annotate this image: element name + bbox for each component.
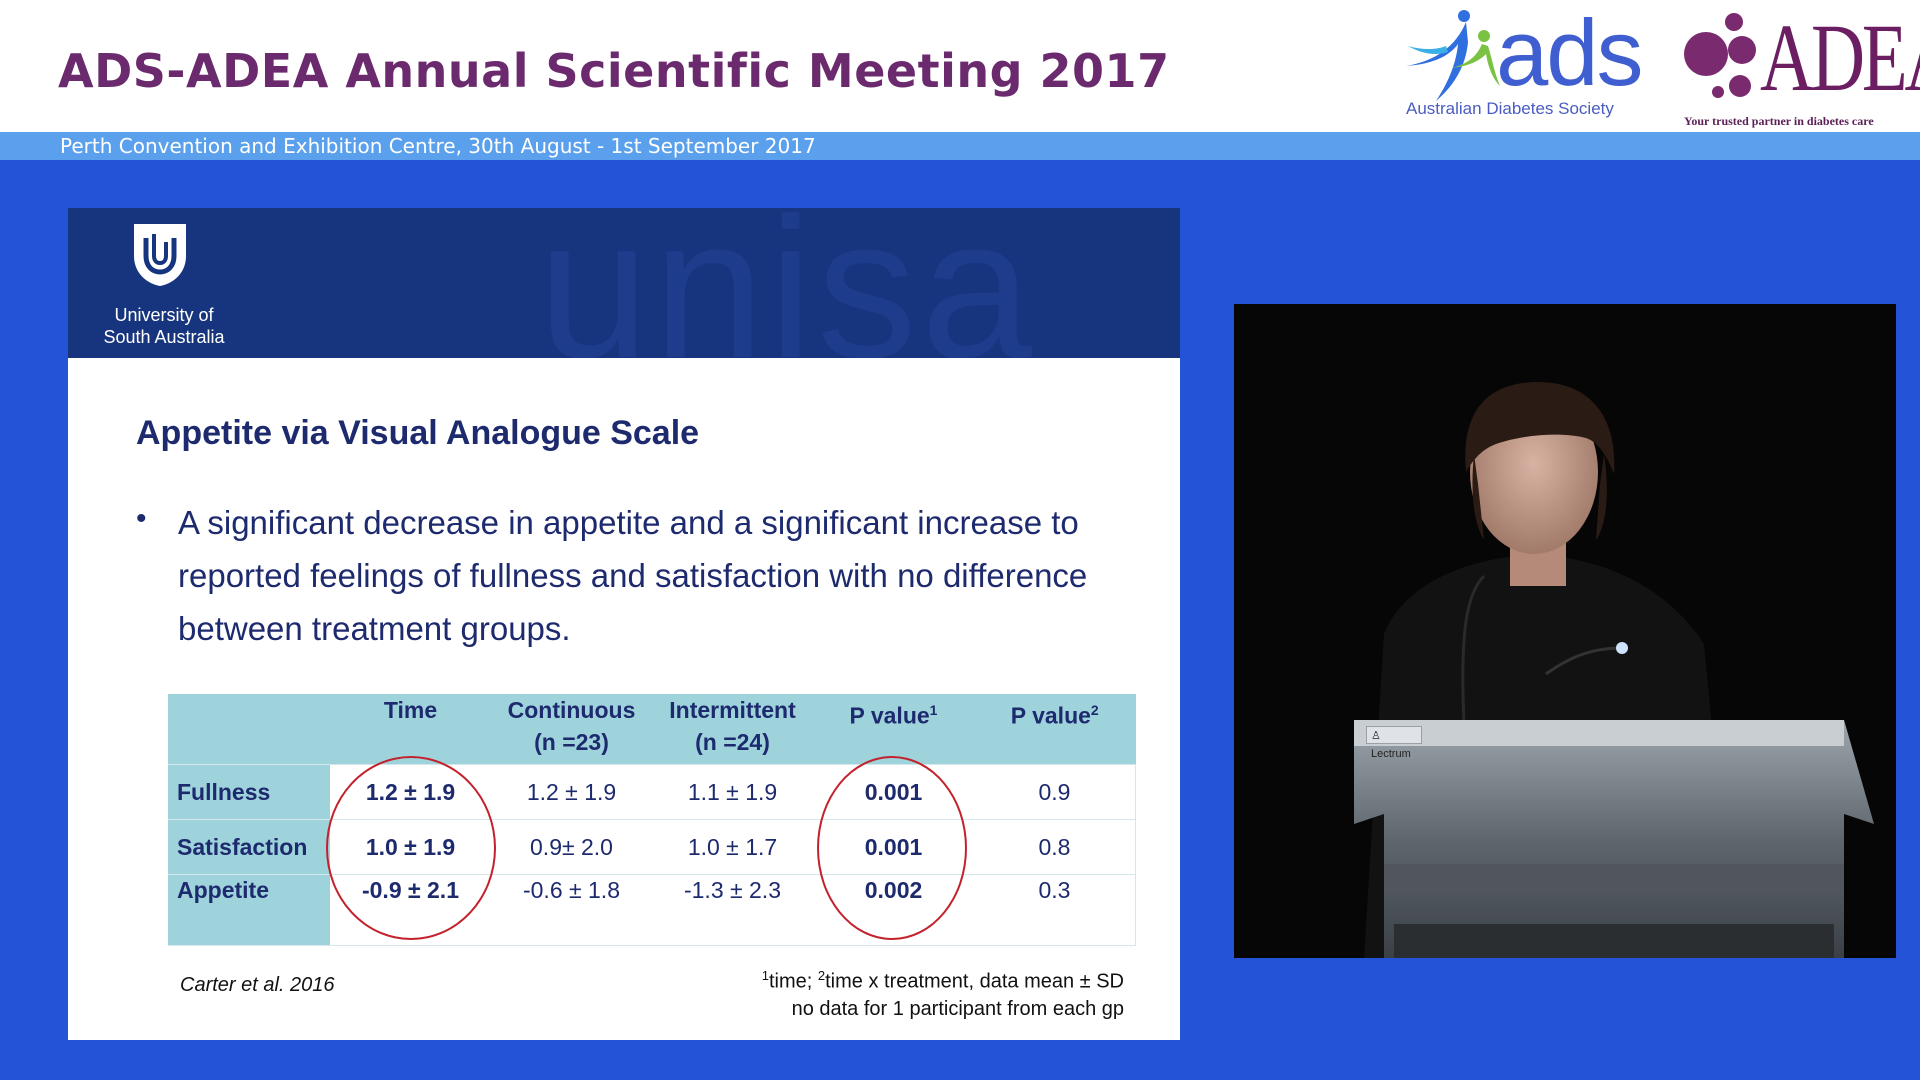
row-label: Appetite (168, 874, 330, 946)
table-row: Fullness 1.2 ± 1.9 1.2 ± 1.9 1.1 ± 1.9 0… (168, 764, 1136, 820)
time-column-highlight (326, 756, 496, 940)
venue-bar: Perth Convention and Exhibition Centre, … (0, 132, 1920, 160)
ads-wordmark: ads (1496, 0, 1644, 105)
unisa-shield-icon (134, 224, 186, 286)
lectern (1354, 720, 1874, 958)
speaker-video-frame (1234, 304, 1896, 958)
cell-p-value-2: 0.3 (974, 874, 1136, 946)
cell-continuous: -0.6 ± 1.8 (491, 874, 652, 946)
adea-logo: ADEA Your trusted partner in diabetes ca… (1682, 6, 1920, 130)
conference-title: ADS-ADEA Annual Scientific Meeting 2017 (58, 44, 1170, 98)
table-header-cell: Continuous (n =23) (491, 694, 652, 765)
table-row: Satisfaction 1.0 ± 1.9 0.9± 2.0 1.0 ± 1.… (168, 819, 1136, 875)
slide-banner: unisa University of South Australia (68, 208, 1180, 358)
table-header-cell: Intermittent (n =24) (652, 694, 813, 765)
table-header-cell: P value1 (813, 694, 974, 765)
table-header-row: Time Continuous (n =23) Intermittent (n =2… (168, 694, 1136, 765)
table-header-cell: P value2 (974, 694, 1136, 765)
table-header-cell (168, 694, 330, 765)
ads-figures-icon (1406, 10, 1500, 101)
lectern-label: ♙ Lectrum (1366, 726, 1422, 760)
adea-tagline: Your trusted partner in diabetes care (1684, 114, 1874, 128)
table-header-cell: Time (330, 694, 491, 765)
bullet-marker: • (136, 502, 147, 535)
table-footnotes: 1time; 2time x treatment, data mean ± SD… (762, 962, 1124, 1023)
cell-intermittent: -1.3 ± 2.3 (652, 874, 813, 946)
p-value-column-highlight (817, 756, 967, 940)
venue-text: Perth Convention and Exhibition Centre, … (60, 134, 816, 158)
adea-wordmark: ADEA (1760, 4, 1920, 111)
speaker-hair (1465, 382, 1615, 474)
ads-subtitle: Australian Diabetes Society (1406, 99, 1614, 118)
cell-intermittent: 1.0 ± 1.7 (652, 819, 813, 875)
conference-header: ADS-ADEA Annual Scientific Meeting 2017 … (0, 0, 1920, 132)
row-label: Satisfaction (168, 819, 330, 875)
cell-continuous: 0.9± 2.0 (491, 819, 652, 875)
bullet-text: A significant decrease in appetite and a… (178, 504, 1088, 647)
person-icon: ♙ (1371, 730, 1381, 742)
unisa-watermark: unisa (538, 208, 1037, 358)
cell-continuous: 1.2 ± 1.9 (491, 764, 652, 820)
results-table: Time Continuous (n =23) Intermittent (n =2… (168, 694, 1136, 946)
cell-p-value-2: 0.9 (974, 764, 1136, 820)
slide-title: Appetite via Visual Analogue Scale (136, 414, 700, 452)
cell-intermittent: 1.1 ± 1.9 (652, 764, 813, 820)
adea-dots-icon (1684, 13, 1756, 98)
footnote-line-2: no data for 1 participant from each gp (791, 997, 1124, 1020)
ads-logo: ads Australian Diabetes Society (1396, 6, 1646, 126)
row-label: Fullness (168, 764, 330, 820)
citation: Carter et al. 2016 (180, 974, 335, 996)
presentation-slide: unisa University of South Australia Appe… (68, 208, 1180, 1040)
cell-p-value-2: 0.8 (974, 819, 1136, 875)
speaker-video: ♙ Lectrum (1234, 304, 1896, 958)
university-name: University of South Australia (103, 305, 225, 347)
footnote-line-1: 1time; 2time x treatment, data mean ± SD (761, 968, 1124, 993)
table-row: Appetite -0.9 ± 2.1 -0.6 ± 1.8 -1.3 ± 2.… (168, 874, 1136, 946)
